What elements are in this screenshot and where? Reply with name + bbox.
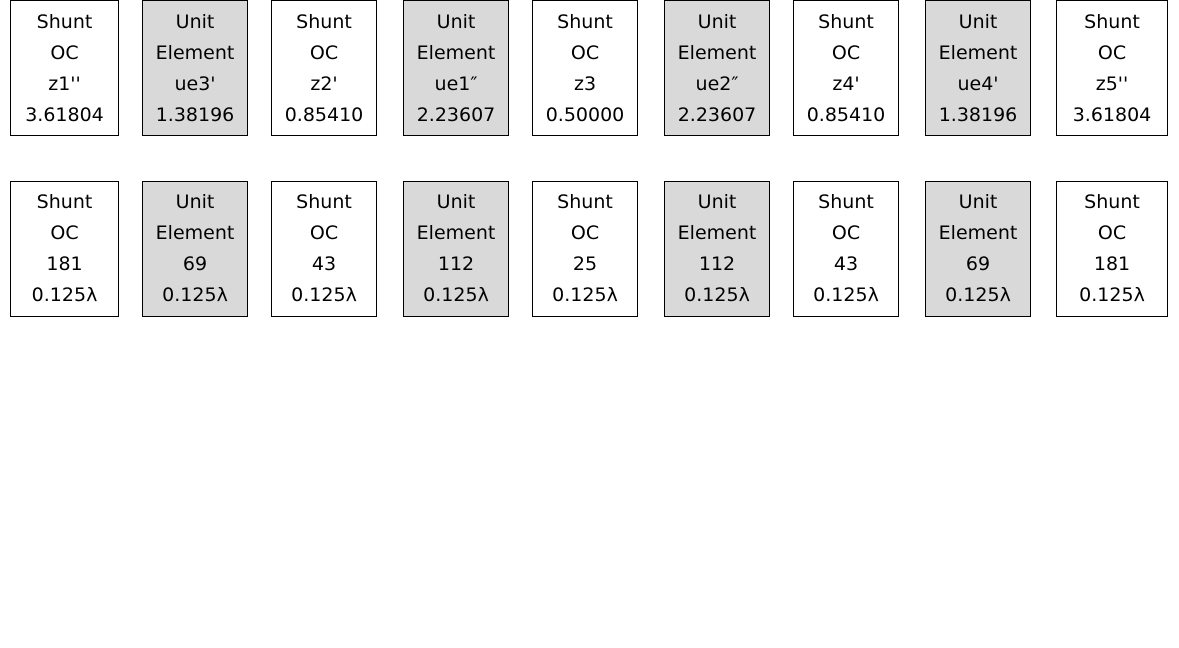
box-line-length: 0.125λ xyxy=(1079,284,1145,306)
shunt-oc-box: Shunt OC 25 0.125λ xyxy=(532,181,638,317)
box-line-length: 0.125λ xyxy=(813,284,879,306)
box-line-length: 0.125λ xyxy=(945,284,1011,306)
shunt-oc-box: Shunt OC z5'' 3.61804 xyxy=(1056,0,1168,136)
unit-element-box: Unit Element ue4' 1.38196 xyxy=(925,0,1031,136)
box-line-subtype: OC xyxy=(831,42,861,64)
box-line-impedance: 43 xyxy=(311,253,337,275)
box-line-subtype: OC xyxy=(1097,222,1127,244)
box-line-impedance: 43 xyxy=(833,253,859,275)
box-line-id: z2' xyxy=(310,73,338,95)
box-line-type: Shunt xyxy=(1084,11,1140,33)
box-line-subtype: Element xyxy=(938,222,1018,244)
box-line-type: Shunt xyxy=(1084,191,1140,213)
box-line-value: 0.85410 xyxy=(806,104,886,126)
box-line-length: 0.125λ xyxy=(684,284,750,306)
box-line-length: 0.125λ xyxy=(291,284,357,306)
box-line-impedance: 181 xyxy=(1093,253,1131,275)
unit-element-box: Unit Element ue1″ 2.23607 xyxy=(403,0,509,136)
unit-element-box: Unit Element ue3' 1.38196 xyxy=(142,0,248,136)
shunt-oc-box: Shunt OC 43 0.125λ xyxy=(793,181,899,317)
box-line-length: 0.125λ xyxy=(31,284,98,306)
box-line-type: Shunt xyxy=(818,191,874,213)
box-line-type: Unit xyxy=(175,191,215,213)
box-line-impedance: 112 xyxy=(437,253,475,275)
box-line-subtype: Element xyxy=(677,42,757,64)
box-line-length: 0.125λ xyxy=(162,284,228,306)
box-line-impedance: 69 xyxy=(182,253,208,275)
box-line-subtype: Element xyxy=(155,42,235,64)
box-line-subtype: OC xyxy=(309,42,339,64)
box-line-subtype: OC xyxy=(1097,42,1127,64)
box-line-subtype: Element xyxy=(677,222,757,244)
box-line-type: Unit xyxy=(958,11,998,33)
box-line-value: 0.50000 xyxy=(545,104,625,126)
box-line-value: 1.38196 xyxy=(938,104,1018,126)
box-line-type: Unit xyxy=(436,11,476,33)
box-line-impedance: 181 xyxy=(46,253,83,275)
box-line-id: ue2″ xyxy=(695,73,739,95)
box-line-id: z1'' xyxy=(48,73,81,95)
box-line-subtype: OC xyxy=(309,222,339,244)
box-line-subtype: Element xyxy=(416,222,496,244)
box-line-id: ue4' xyxy=(957,73,999,95)
box-line-id: z3 xyxy=(573,73,597,95)
normalized-impedance-row: Shunt OC z1'' 3.61804 Unit Element ue3' … xyxy=(0,0,1179,136)
box-line-impedance: 69 xyxy=(965,253,991,275)
shunt-oc-box: Shunt OC z1'' 3.61804 xyxy=(10,0,119,136)
box-line-impedance: 25 xyxy=(572,253,598,275)
box-line-id: ue1″ xyxy=(434,73,478,95)
box-line-type: Unit xyxy=(697,11,737,33)
box-line-id: z4' xyxy=(832,73,860,95)
box-line-value: 2.23607 xyxy=(677,104,757,126)
unit-element-box: Unit Element 112 0.125λ xyxy=(664,181,770,317)
box-line-type: Shunt xyxy=(296,11,352,33)
box-line-subtype: OC xyxy=(570,222,600,244)
box-line-value: 1.38196 xyxy=(155,104,235,126)
box-line-type: Unit xyxy=(958,191,998,213)
box-line-subtype: OC xyxy=(570,42,600,64)
box-line-value: 2.23607 xyxy=(416,104,496,126)
box-line-subtype: Element xyxy=(938,42,1018,64)
unit-element-box: Unit Element 69 0.125λ xyxy=(925,181,1031,317)
box-line-type: Shunt xyxy=(557,191,613,213)
shunt-oc-box: Shunt OC 181 0.125λ xyxy=(1056,181,1168,317)
box-line-type: Shunt xyxy=(36,191,93,213)
box-line-value: 3.61804 xyxy=(25,104,104,126)
box-line-subtype: OC xyxy=(831,222,861,244)
unit-element-box: Unit Element 69 0.125λ xyxy=(142,181,248,317)
shunt-oc-box: Shunt OC z4' 0.85410 xyxy=(793,0,899,136)
box-line-id: ue3' xyxy=(174,73,216,95)
unit-element-box: Unit Element 112 0.125λ xyxy=(403,181,509,317)
box-line-id: z5'' xyxy=(1095,73,1129,95)
box-line-value: 0.85410 xyxy=(284,104,364,126)
box-line-type: Unit xyxy=(436,191,476,213)
box-line-length: 0.125λ xyxy=(423,284,489,306)
box-line-type: Shunt xyxy=(296,191,352,213)
box-line-type: Unit xyxy=(175,11,215,33)
shunt-oc-box: Shunt OC z2' 0.85410 xyxy=(271,0,377,136)
box-line-subtype: OC xyxy=(50,42,79,64)
box-line-type: Shunt xyxy=(557,11,613,33)
box-line-subtype: OC xyxy=(50,222,79,244)
box-line-impedance: 112 xyxy=(698,253,736,275)
box-line-value: 3.61804 xyxy=(1072,104,1152,126)
box-line-type: Unit xyxy=(697,191,737,213)
box-line-type: Shunt xyxy=(36,11,93,33)
box-line-length: 0.125λ xyxy=(552,284,618,306)
unit-element-box: Unit Element ue2″ 2.23607 xyxy=(664,0,770,136)
shunt-oc-box: Shunt OC 181 0.125λ xyxy=(10,181,119,317)
shunt-oc-box: Shunt OC 43 0.125λ xyxy=(271,181,377,317)
box-line-subtype: Element xyxy=(155,222,235,244)
box-line-subtype: Element xyxy=(416,42,496,64)
physical-impedance-row: Shunt OC 181 0.125λ Unit Element 69 0.12… xyxy=(0,181,1179,317)
shunt-oc-box: Shunt OC z3 0.50000 xyxy=(532,0,638,136)
box-line-type: Shunt xyxy=(818,11,874,33)
